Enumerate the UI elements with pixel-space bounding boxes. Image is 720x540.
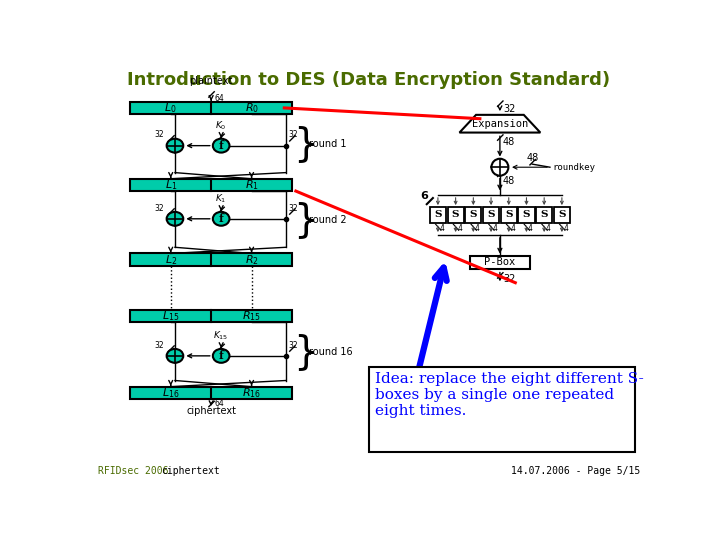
Bar (130, 102, 292, 114)
Text: 64: 64 (215, 94, 224, 103)
Bar (470, 256, 530, 269)
Text: round 16: round 16 (309, 347, 353, 357)
Bar (130, 253, 292, 266)
Text: $R_{15}$: $R_{15}$ (242, 309, 261, 323)
Ellipse shape (166, 139, 184, 153)
Text: 4: 4 (564, 224, 568, 233)
Text: $L_1$: $L_1$ (164, 178, 177, 192)
Ellipse shape (213, 139, 230, 153)
Text: 4: 4 (439, 224, 444, 233)
Text: f: f (219, 213, 223, 224)
Text: P-Box: P-Box (485, 257, 516, 267)
Text: 32: 32 (503, 104, 516, 114)
Text: 32: 32 (155, 130, 164, 139)
Bar (130, 309, 292, 322)
Text: 48: 48 (503, 137, 516, 147)
Ellipse shape (166, 349, 184, 363)
Text: S: S (434, 211, 441, 219)
Text: 48: 48 (503, 176, 516, 186)
Text: $R_2$: $R_2$ (245, 253, 258, 267)
Text: 4: 4 (492, 224, 498, 233)
Text: 32: 32 (155, 204, 164, 213)
Text: 64: 64 (215, 399, 224, 408)
Text: plaintext: plaintext (189, 76, 233, 86)
Text: round 2: round 2 (309, 214, 346, 225)
Bar (483, 207, 499, 222)
Polygon shape (459, 115, 540, 132)
Text: $L_{16}$: $L_{16}$ (162, 386, 179, 400)
Text: ciphertext: ciphertext (161, 466, 220, 476)
Text: S: S (558, 211, 566, 219)
Text: f: f (219, 350, 223, 361)
Bar (369, 367, 634, 452)
Text: S: S (469, 211, 477, 219)
Text: $R_1$: $R_1$ (245, 178, 258, 192)
Text: $L_{15}$: $L_{15}$ (162, 309, 179, 323)
Bar (430, 207, 446, 222)
Text: S: S (505, 211, 513, 219)
Bar (465, 207, 482, 222)
Text: round 1: round 1 (309, 139, 346, 149)
Text: 4: 4 (546, 224, 551, 233)
Text: 32: 32 (155, 341, 164, 349)
Text: $L_2$: $L_2$ (165, 253, 177, 267)
Text: 32: 32 (288, 341, 298, 349)
Bar (130, 387, 292, 399)
Text: S: S (487, 211, 495, 219)
Text: 48: 48 (527, 153, 539, 163)
Ellipse shape (213, 212, 230, 226)
Text: roundkey: roundkey (552, 163, 595, 172)
Bar (518, 207, 534, 222)
Text: Expansion: Expansion (472, 119, 528, 129)
Ellipse shape (166, 212, 184, 226)
Bar (554, 207, 570, 222)
Text: $R_{16}$: $R_{16}$ (242, 386, 261, 400)
Text: $K_1$: $K_1$ (215, 192, 227, 205)
Text: Introduction to DES (Data Encryption Standard): Introduction to DES (Data Encryption Sta… (127, 71, 611, 89)
Text: S: S (452, 211, 459, 219)
Text: $K_0$: $K_0$ (215, 119, 227, 132)
Text: S: S (541, 211, 548, 219)
Ellipse shape (492, 159, 508, 176)
Text: 4: 4 (457, 224, 462, 233)
Text: 32: 32 (288, 130, 298, 139)
Text: Idea: replace the eight different S-
boxes by a single one repeated
eight times.: Idea: replace the eight different S- box… (375, 372, 644, 418)
Bar (448, 207, 464, 222)
Text: }: } (294, 200, 318, 239)
Ellipse shape (213, 349, 230, 363)
Text: }: } (294, 125, 318, 163)
Text: 32: 32 (288, 204, 298, 213)
Text: S: S (523, 211, 530, 219)
Text: f: f (219, 140, 223, 151)
Bar (500, 207, 517, 222)
Text: ciphertext: ciphertext (186, 406, 236, 416)
Text: RFIDsec 2006: RFIDsec 2006 (98, 466, 168, 476)
Bar (536, 207, 552, 222)
Bar (130, 179, 292, 191)
Text: 14.07.2006 - Page 5/15: 14.07.2006 - Page 5/15 (510, 466, 640, 476)
Text: $L_0$: $L_0$ (164, 101, 177, 115)
Text: 4: 4 (510, 224, 516, 233)
Text: 4: 4 (475, 224, 480, 233)
Text: 32: 32 (503, 274, 516, 284)
Text: $K_{15}$: $K_{15}$ (213, 329, 229, 342)
Text: 6: 6 (420, 191, 428, 201)
Text: $R_0$: $R_0$ (245, 101, 258, 115)
Text: 4: 4 (528, 224, 533, 233)
Text: }: } (294, 333, 318, 371)
